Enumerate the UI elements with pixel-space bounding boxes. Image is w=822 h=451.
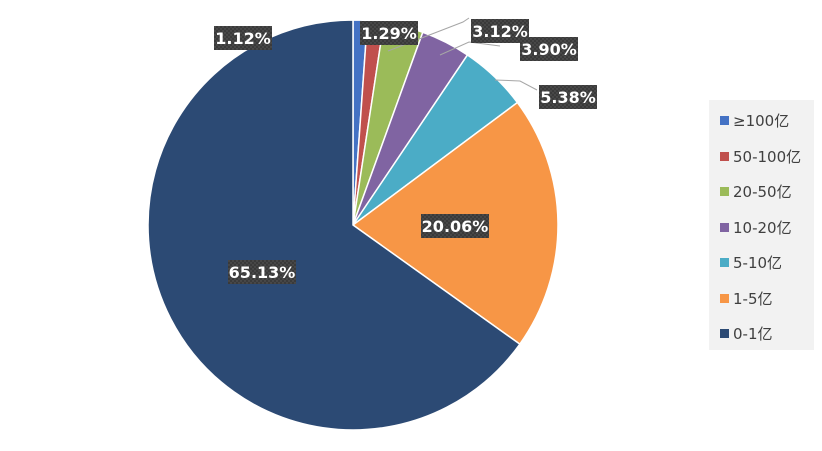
leader-line (439, 41, 501, 56)
legend-item: 50-100亿 (720, 146, 801, 166)
chart-legend: ≥100亿 50-100亿 20-50亿 10-20亿 5-10亿 1-5亿 0… (709, 100, 814, 350)
legend-label: ≥100亿 (733, 111, 790, 130)
legend-label: 10-20亿 (733, 218, 792, 237)
data-label: 5.38% (540, 88, 596, 107)
legend-item: 1-5亿 (720, 288, 773, 308)
legend-swatch (720, 115, 729, 125)
data-label: 20.06% (422, 217, 489, 236)
leader-line (494, 79, 538, 91)
data-label-box (228, 260, 296, 284)
data-label: 3.90% (521, 40, 577, 59)
pie-slice (147, 19, 521, 431)
legend-label: 5-10亿 (733, 253, 783, 272)
legend-item: 20-50亿 (720, 181, 792, 201)
legend-label: 50-100亿 (733, 147, 802, 166)
legend-swatch (720, 257, 729, 267)
legend-item: 0-1亿 (720, 323, 773, 343)
legend-label: 1-5亿 (733, 289, 773, 308)
legend-label: 0-1亿 (733, 324, 773, 343)
legend-label: 20-50亿 (733, 182, 792, 201)
data-label: 65.13% (229, 263, 296, 282)
data-label-box (471, 19, 529, 43)
data-label: 1.12% (215, 29, 271, 48)
data-label-box (539, 85, 597, 109)
data-label-box (214, 26, 272, 50)
legend-swatch (720, 293, 729, 303)
legend-swatch (720, 328, 729, 338)
legend-item: 5-10亿 (720, 252, 782, 272)
data-label: 3.12% (472, 22, 528, 41)
data-label-box (360, 21, 418, 45)
legend-item: 10-20亿 (720, 217, 792, 237)
legend-swatch (720, 222, 729, 232)
legend-swatch (720, 186, 729, 196)
legend-swatch (720, 151, 729, 161)
data-label-box (421, 214, 489, 238)
data-label: 1.29% (361, 24, 417, 43)
data-label-box (520, 37, 578, 61)
legend-item: ≥100亿 (720, 110, 789, 130)
